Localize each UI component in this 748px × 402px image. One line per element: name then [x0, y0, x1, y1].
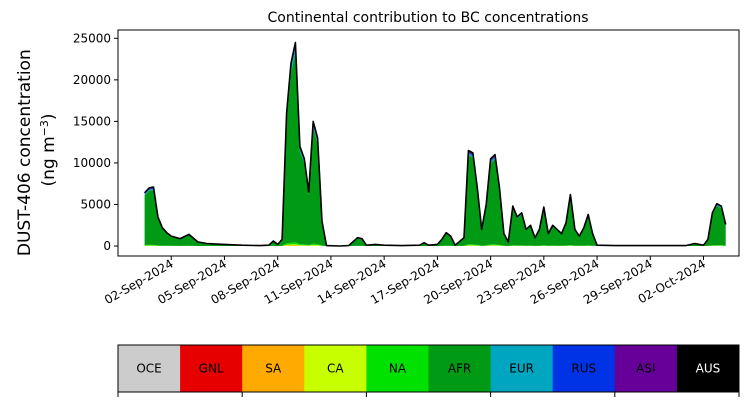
y-tick-label: 0	[103, 239, 111, 253]
area-ca	[144, 244, 726, 246]
legend-label-aus: AUS	[696, 362, 721, 376]
legend-swatch-oce	[118, 345, 181, 392]
legend-label-eur: EUR	[509, 362, 534, 376]
legend-label-afr: AFR	[448, 362, 471, 376]
chart-title: Continental contribution to BC concentra…	[267, 10, 588, 26]
total-outline-line	[144, 41, 727, 247]
legend-label-sa: SA	[265, 362, 282, 376]
legend-swatch-gnl	[180, 345, 243, 392]
y-tick-label: 15000	[73, 114, 111, 128]
legend-swatch-afr	[428, 345, 492, 392]
plot-frame	[117, 29, 740, 257]
y-axis: 0 5000 10000 15000 20000 25000	[73, 31, 118, 253]
legend-swatch-asi	[614, 345, 678, 392]
legend-label-asi: ASI	[636, 362, 655, 376]
y-tick-label: 5000	[80, 197, 111, 211]
area-sa	[144, 245, 726, 246]
y-tick-label: 25000	[73, 31, 111, 45]
legend-label-rus: RUS	[571, 362, 596, 376]
y-tick-label: 20000	[73, 73, 111, 87]
legend-frame	[117, 344, 740, 393]
color-legend: OCE GNL SA CA NA AFR EUR RUS ASI AUS	[117, 344, 740, 397]
stacked-areas	[144, 42, 726, 247]
legend-swatch-aus	[676, 345, 740, 392]
legend-label-gnl: GNL	[199, 362, 224, 376]
legend-label-oce: OCE	[136, 362, 161, 376]
legend-swatch-rus	[552, 345, 616, 392]
y-axis-label-line2: (ng m−3)	[38, 113, 60, 186]
legend-swatch-na	[366, 345, 429, 392]
area-na	[144, 242, 726, 246]
legend-swatch-sa	[242, 345, 305, 392]
legend-label-na: NA	[389, 362, 407, 376]
area-afr	[144, 52, 726, 246]
y-tick-label: 10000	[73, 156, 111, 170]
legend-swatch-ca	[304, 345, 367, 392]
legend-label-ca: CA	[327, 362, 344, 376]
y-axis-label-line1: DUST-406 concentration	[15, 49, 35, 256]
legend-swatch-eur	[490, 345, 554, 392]
y-axis-label: DUST-406 concentration (ng m−3)	[15, 44, 59, 256]
